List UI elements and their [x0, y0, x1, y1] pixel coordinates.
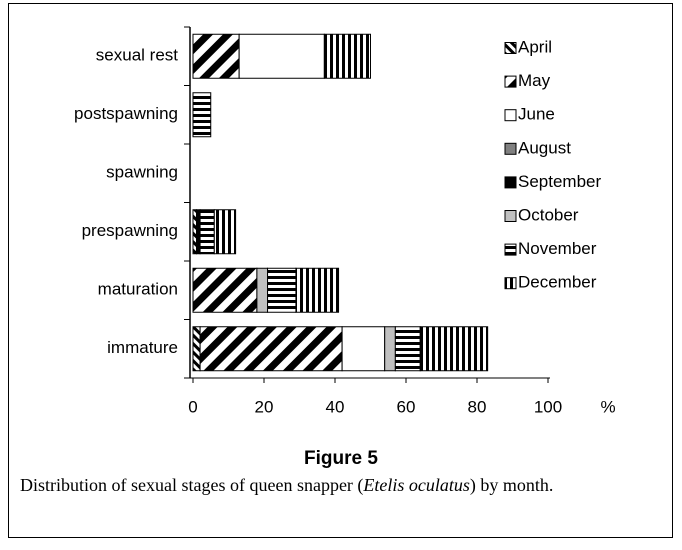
bar-segment: [238, 33, 325, 79]
y-tick-label: immature: [107, 338, 178, 357]
legend-label: August: [518, 138, 571, 157]
bar-segment: [419, 326, 489, 372]
bar-segment: [199, 326, 343, 372]
bar-segment: [192, 33, 240, 79]
caption-text: Distribution of sexual stages of queen s…: [20, 475, 364, 495]
legend-label: September: [518, 172, 601, 191]
legend-label: April: [518, 37, 552, 56]
x-tick-label: 40: [326, 397, 345, 416]
bar-segment: [256, 267, 269, 313]
bar-segment: [323, 33, 372, 79]
x-tick-label: 100: [534, 397, 562, 416]
legend-label: June: [518, 105, 555, 124]
legend-swatch: [504, 176, 517, 189]
legend-swatch: [504, 277, 517, 290]
legend-label: November: [518, 239, 597, 258]
caption: Distribution of sexual stages of queen s…: [20, 474, 660, 497]
bar-segment: [341, 326, 386, 372]
y-tick-label: prespawning: [82, 221, 178, 240]
legend-swatch: [504, 109, 517, 122]
legend-swatch: [504, 210, 517, 222]
bar-segment: [384, 326, 396, 372]
x-tick-label: 80: [468, 397, 487, 416]
legend-swatch: [504, 42, 517, 54]
x-tick-label: 0: [188, 397, 197, 416]
bar-segment: [192, 92, 212, 138]
figure-frame: [8, 3, 673, 538]
y-tick-label: spawning: [106, 163, 178, 182]
bar-segment: [192, 267, 258, 313]
y-tick-label: maturation: [98, 280, 178, 299]
legend-swatch: [504, 75, 517, 88]
bar-segment: [267, 267, 297, 313]
y-tick-label: postspawning: [74, 104, 178, 123]
bar-segment: [213, 209, 237, 255]
bar-segment: [192, 326, 201, 372]
x-tick-label: 20: [255, 397, 274, 416]
legend-swatch: [504, 243, 517, 256]
legend-swatch: [504, 142, 517, 155]
bar-segment: [295, 267, 340, 313]
caption-text: ) by month.: [469, 475, 554, 495]
legend-label: October: [518, 205, 579, 224]
bar-segment: [394, 326, 421, 372]
bar-segment: [199, 209, 215, 255]
legend-label: May: [518, 71, 551, 90]
x-tick-label: 60: [397, 397, 416, 416]
legend-label: December: [518, 273, 597, 292]
bar-segment: [196, 209, 201, 255]
x-axis-label: %: [600, 397, 615, 416]
y-tick-label: sexual rest: [96, 46, 178, 65]
figure-label: Figure 5: [304, 448, 378, 469]
bar-segment: [192, 209, 198, 255]
caption-species: Etelis oculatus: [363, 475, 470, 495]
